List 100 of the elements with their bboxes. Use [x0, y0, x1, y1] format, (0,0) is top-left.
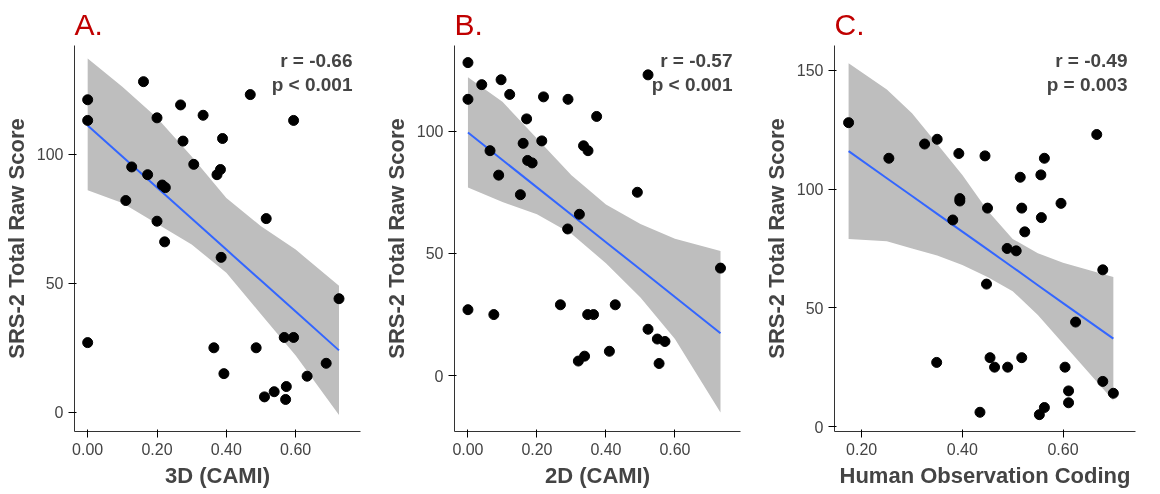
- point: [1107, 387, 1119, 399]
- point: [931, 133, 943, 145]
- y-tick-label: 150: [796, 62, 824, 80]
- point: [653, 358, 665, 369]
- x-tick-label: 0.20: [141, 440, 173, 458]
- y-tick-label: 100: [36, 146, 64, 164]
- point: [250, 342, 262, 354]
- x-tick-label: 0.20: [521, 440, 553, 458]
- point: [659, 335, 671, 347]
- point: [188, 158, 200, 170]
- x-tick-label: 0.00: [72, 440, 104, 458]
- point: [82, 337, 94, 349]
- x-axis-title: 2D (CAMI): [544, 462, 651, 488]
- point: [126, 161, 138, 173]
- point: [476, 79, 488, 91]
- point: [484, 145, 496, 157]
- point: [631, 186, 643, 198]
- point: [642, 69, 654, 81]
- annotation: r = -0.49: [1055, 49, 1128, 71]
- point: [1035, 169, 1047, 181]
- point: [953, 148, 965, 159]
- point: [1070, 316, 1082, 328]
- point: [1055, 197, 1067, 209]
- point: [301, 370, 313, 382]
- point: [1033, 409, 1045, 421]
- point: [278, 331, 290, 343]
- point: [974, 406, 986, 418]
- point: [573, 208, 585, 220]
- point: [582, 145, 594, 157]
- point: [268, 386, 280, 398]
- point: [843, 117, 855, 129]
- point: [244, 89, 256, 101]
- point: [218, 368, 230, 380]
- point: [1059, 361, 1071, 373]
- point: [197, 109, 209, 121]
- line-series: [466, 131, 722, 335]
- annotation: p < 0.001: [651, 73, 733, 95]
- point: [1016, 352, 1028, 364]
- point: [288, 114, 300, 126]
- point: [1038, 152, 1050, 164]
- point: [488, 309, 500, 321]
- point: [1063, 385, 1075, 397]
- point: [504, 88, 516, 100]
- point: [175, 99, 187, 111]
- point: [333, 293, 345, 305]
- point: [1014, 171, 1026, 183]
- annotation: r = -0.57: [660, 49, 733, 71]
- x-tick-label: 0.20: [846, 440, 878, 458]
- point: [215, 251, 227, 263]
- point: [603, 345, 615, 357]
- point: [208, 342, 220, 354]
- point: [514, 189, 526, 201]
- point: [151, 112, 163, 124]
- point: [1097, 264, 1109, 276]
- point: [1016, 202, 1028, 214]
- point: [591, 110, 603, 122]
- point: [1001, 242, 1013, 254]
- chart-title: A.: [74, 7, 103, 41]
- annotation: p < 0.001: [271, 73, 353, 95]
- y-axis-title: SRS-2 Total Raw Score: [763, 118, 789, 359]
- chart-title: C.: [834, 7, 865, 41]
- point: [177, 135, 189, 147]
- point: [919, 138, 931, 150]
- annotation: r = -0.66: [280, 49, 353, 71]
- x-tick-label: 0.40: [210, 440, 243, 458]
- y-axis-title: SRS-2 Total Raw Score: [383, 118, 409, 359]
- point: [260, 213, 272, 225]
- x-axis-title: Human Observation Coding: [839, 462, 1131, 488]
- point: [562, 93, 574, 105]
- x-axis-title: 3D (CAMI): [164, 462, 271, 488]
- point: [572, 355, 584, 367]
- point: [989, 361, 1001, 373]
- point: [462, 93, 474, 105]
- point: [982, 202, 994, 214]
- point: [554, 299, 566, 311]
- y-axis-title: SRS-2 Total Raw Score: [3, 118, 29, 359]
- y-tick-label: 50: [45, 275, 64, 293]
- point: [1063, 397, 1075, 409]
- point: [981, 278, 993, 290]
- point: [984, 352, 996, 364]
- point: [151, 215, 163, 227]
- point: [883, 152, 895, 164]
- point: [1010, 245, 1022, 257]
- y-tick-label: 0: [434, 367, 444, 385]
- y-tick-label: 0: [54, 404, 64, 422]
- y-tick-label: 100: [416, 123, 444, 141]
- point: [82, 94, 94, 106]
- point: [609, 299, 621, 311]
- point: [142, 169, 154, 181]
- point: [288, 331, 300, 343]
- x-tick-label: 0.60: [280, 440, 312, 458]
- point: [526, 157, 538, 169]
- point: [947, 214, 959, 226]
- point: [714, 262, 726, 274]
- point: [495, 74, 507, 86]
- point: [1035, 212, 1047, 224]
- point: [120, 195, 132, 207]
- x-tick-label: 0.60: [659, 440, 691, 458]
- x-tick-label: 0.40: [590, 440, 622, 458]
- line-series: [847, 150, 1115, 340]
